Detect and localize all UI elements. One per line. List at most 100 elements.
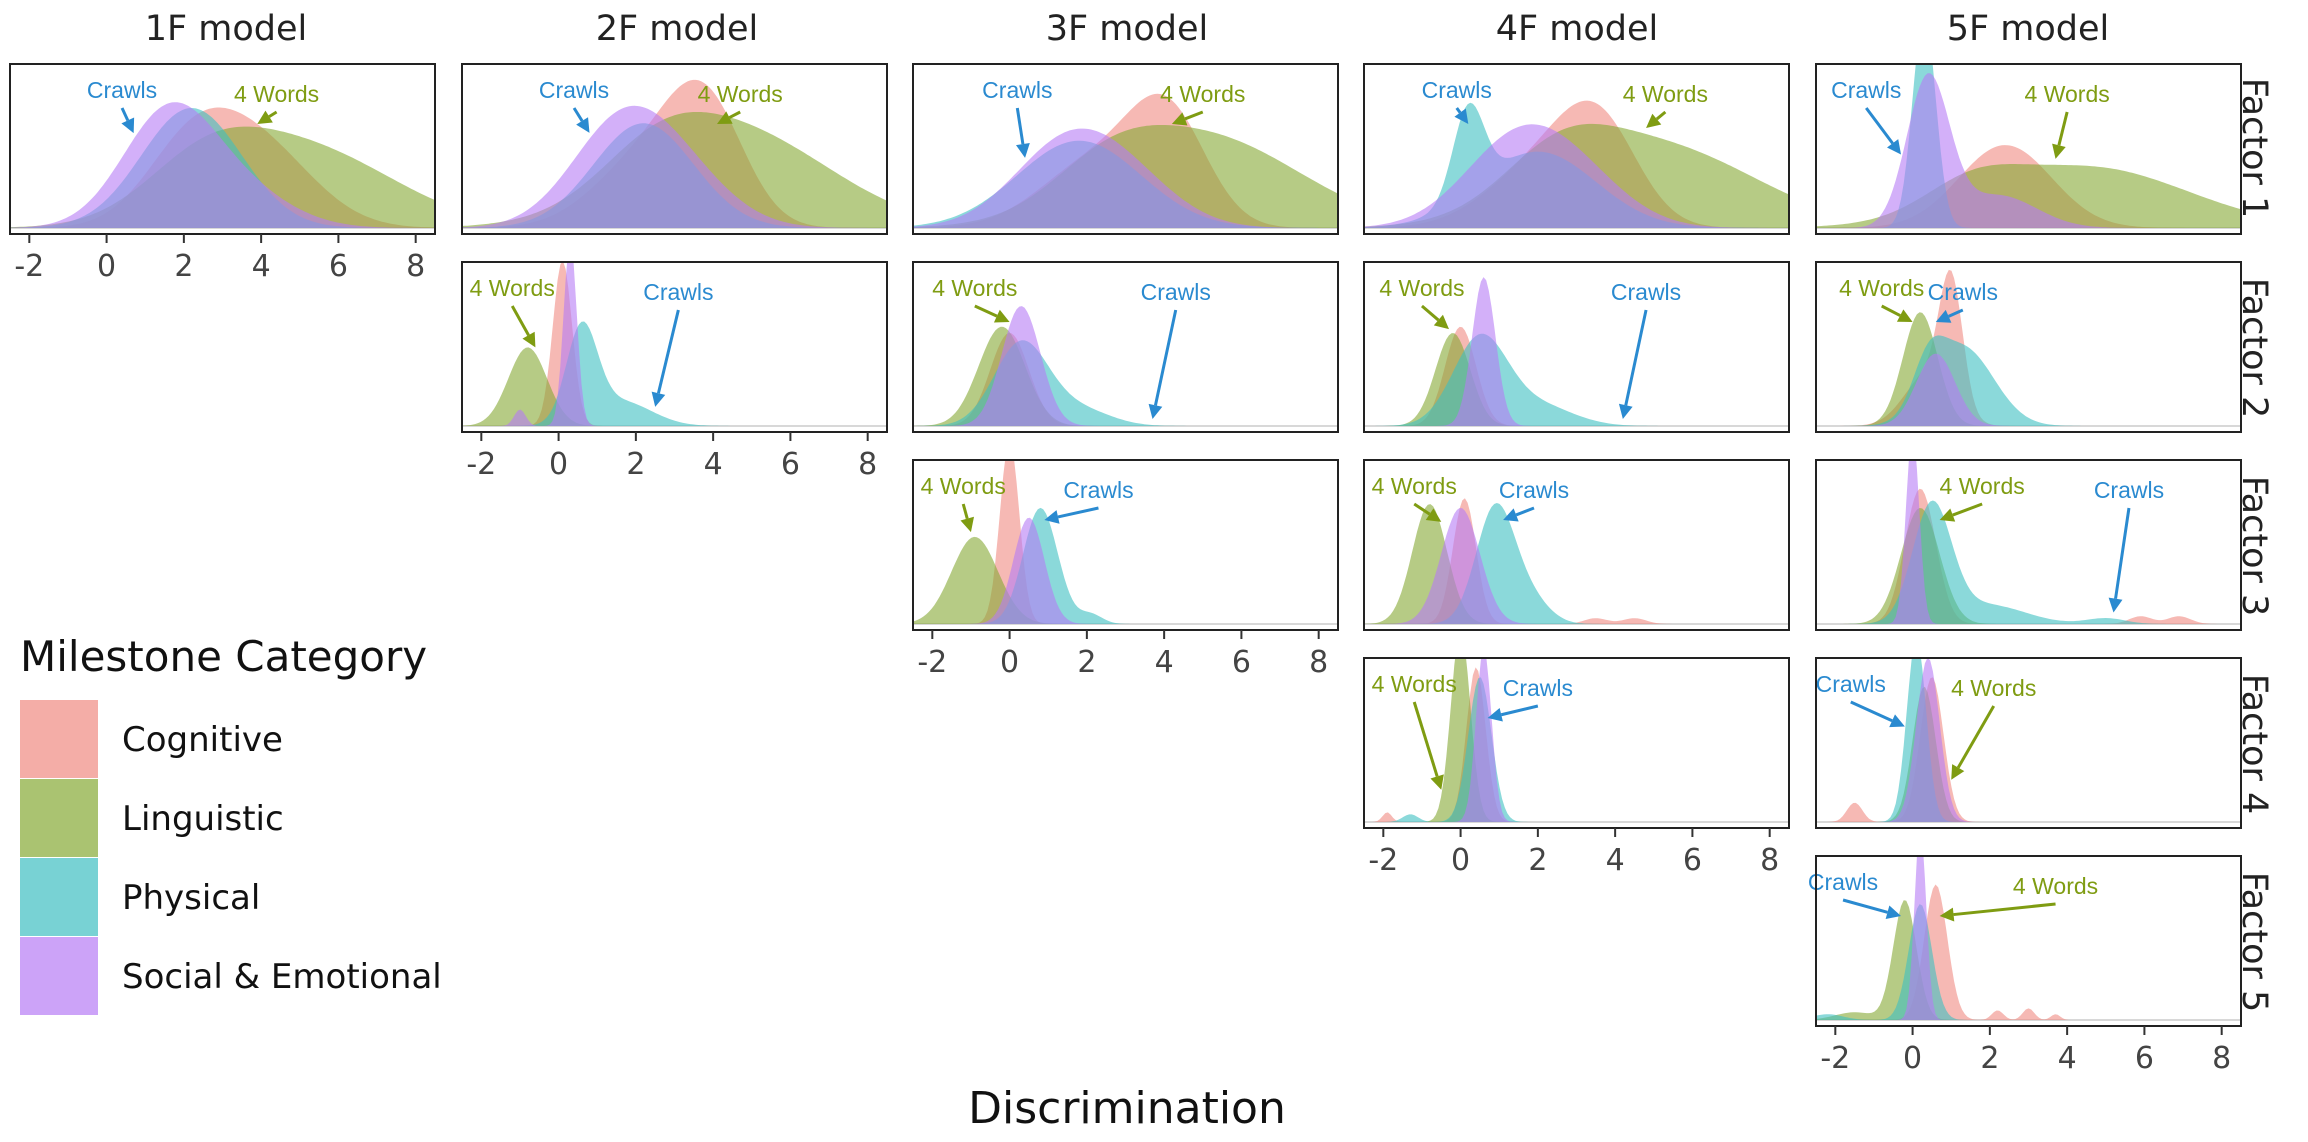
- density-social-emotional: [462, 105, 887, 228]
- density-areas: [1816, 64, 2241, 228]
- panel-c2-r2: 4 Words Crawls -2 0 2 4 6 8: [461, 261, 888, 482]
- panel-frame: [1363, 459, 1790, 631]
- annotations: Crawls 4 Words: [1422, 77, 1708, 129]
- panel-frame: [912, 261, 1339, 433]
- x-tick-label: 4: [1606, 843, 1625, 878]
- density-linguistic: [913, 536, 1338, 624]
- annotation-arrowhead-crawls: [1454, 108, 1469, 124]
- annotation-arrowhead-crawls: [1503, 508, 1519, 522]
- legend: Milestone Category Cognitive Linguistic Ph…: [20, 632, 442, 1015]
- panel-c4-r1: Crawls 4 Words: [1363, 63, 1790, 235]
- annotation-arrow-4-words: [1420, 304, 1440, 322]
- panel-c5-r5: Crawls 4 Words -2 0 2 4 6 8: [1808, 855, 2242, 1076]
- annotation-arrow-crawls: [1057, 506, 1099, 519]
- annotation-arrow-crawls: [1515, 506, 1535, 517]
- annotation-label-crawls: Crawls: [643, 279, 713, 305]
- density-social-emotional: [1816, 856, 2241, 1020]
- annotation-label-crawls: Crawls: [1499, 477, 1569, 503]
- annotation-arrow-crawls: [2114, 507, 2131, 599]
- legend-item-linguistic: Linguistic: [20, 779, 284, 857]
- annotation-arrowhead-4-words: [993, 309, 1010, 323]
- annotation-label-crawls: Crawls: [1422, 77, 1492, 103]
- annotation-arrowhead-4-words: [522, 331, 536, 348]
- column-title-5f: 5F model: [1947, 9, 2110, 49]
- annotation-arrowhead-crawls: [1618, 403, 1633, 419]
- density-areas: [1816, 658, 2241, 822]
- panel-c4-r2: 4 Words Crawls: [1363, 261, 1790, 433]
- density-areas: [913, 93, 1338, 228]
- density-areas: [10, 102, 435, 228]
- annotation-label-4-words: 4 Words: [1951, 675, 2036, 701]
- x-axis-title: Discrimination: [968, 1083, 1286, 1134]
- annotation-arrowhead-crawls: [1487, 707, 1503, 722]
- density-physical: [1816, 335, 2241, 426]
- annotation-arrow-4-words: [1655, 110, 1667, 121]
- column-title-2f: 2F model: [596, 9, 759, 49]
- annotations: 4 Words Crawls: [1372, 473, 1569, 522]
- annotations: Crawls 4 Words: [539, 77, 783, 133]
- density-linguistic: [1816, 900, 2241, 1020]
- annotations: 4 Words Crawls: [1940, 473, 2164, 613]
- annotation-label-4-words: 4 Words: [1379, 275, 1464, 301]
- density-areas: [462, 262, 887, 426]
- annotation-label-4-words: 4 Words: [698, 81, 783, 107]
- panel-c3-r2: 4 Words Crawls: [912, 261, 1339, 433]
- density-areas: [1364, 277, 1789, 426]
- annotations: Crawls 4 Words: [1808, 869, 2098, 922]
- annotation-label-crawls: Crawls: [982, 77, 1052, 103]
- legend-swatch-linguistic: [20, 779, 98, 857]
- panel-c5-r2: 4 Words Crawls: [1815, 261, 2242, 433]
- panel-frame: [1363, 657, 1790, 829]
- annotation-label-4-words: 4 Words: [1160, 81, 1245, 107]
- annotation-arrow-crawls: [1850, 700, 1893, 723]
- annotation-arrowhead-4-words: [1425, 508, 1442, 522]
- panel-frame: [9, 63, 436, 235]
- legend-swatch-cognitive: [20, 700, 98, 778]
- x-tick-label: 0: [549, 447, 568, 482]
- annotation-arrowhead-4-words: [717, 111, 733, 124]
- panel-c3-r1: Crawls 4 Words: [912, 63, 1339, 235]
- x-tick-label: 4: [1155, 645, 1174, 680]
- x-tick-label: 6: [329, 249, 348, 284]
- annotation-arrow-crawls: [1947, 308, 1964, 318]
- density-social-emotional: [1816, 460, 2241, 624]
- panel-c4-r4: 4 Words Crawls -2 0 2 4 6 8: [1363, 657, 1790, 878]
- column-title-1f: 1F model: [145, 9, 308, 49]
- legend-swatch-social-emotional: [20, 937, 98, 1015]
- x-tick-label: 6: [1683, 843, 1702, 878]
- panel-frame: [1815, 261, 2242, 433]
- density-physical: [1816, 904, 2241, 1020]
- density-cognitive: [1816, 884, 2241, 1020]
- annotation-arrow-4-words: [961, 503, 969, 520]
- density-social-emotional: [1364, 277, 1789, 426]
- x-axis: -2 0 2 4 6 8: [1820, 1026, 2231, 1076]
- annotation-label-4-words: 4 Words: [470, 275, 555, 301]
- annotation-arrowhead-4-words: [1430, 774, 1444, 790]
- annotation-label-crawls: Crawls: [87, 77, 157, 103]
- annotation-label-4-words: 4 Words: [921, 473, 1006, 499]
- annotation-label-4-words: 4 Words: [2025, 81, 2110, 107]
- annotation-arrowhead-crawls: [1148, 403, 1163, 420]
- annotation-arrow-4-words: [1952, 502, 1983, 517]
- x-axis: -2 0 2 4 6 8: [917, 630, 1328, 680]
- x-axis: -2 0 2 4 6 8: [466, 432, 877, 482]
- annotation-arrow-4-words: [1953, 902, 2056, 917]
- panel-c5-r4: Crawls 4 Words: [1815, 657, 2242, 829]
- density-social-emotional: [1364, 508, 1789, 624]
- density-linguistic: [462, 347, 887, 426]
- annotation-label-4-words: 4 Words: [1623, 81, 1708, 107]
- annotation-arrowhead-crawls: [1887, 139, 1901, 155]
- x-tick-label: 0: [1451, 843, 1470, 878]
- annotation-label-crawls: Crawls: [1831, 77, 1901, 103]
- density-areas: [913, 306, 1338, 426]
- annotation-arrow-crawls: [1500, 704, 1539, 717]
- density-social-emotional: [913, 517, 1338, 624]
- panel-c3-r3: 4 Words Crawls -2 0 2 4 6 8: [912, 459, 1339, 680]
- density-social-emotional: [1816, 73, 2241, 228]
- annotations: 4 Words Crawls: [921, 473, 1134, 533]
- legend-label-linguistic: Linguistic: [122, 799, 284, 839]
- annotation-arrow-4-words: [728, 110, 741, 119]
- annotation-arrow-crawls: [1624, 309, 1648, 406]
- annotation-label-4-words: 4 Words: [1940, 473, 2025, 499]
